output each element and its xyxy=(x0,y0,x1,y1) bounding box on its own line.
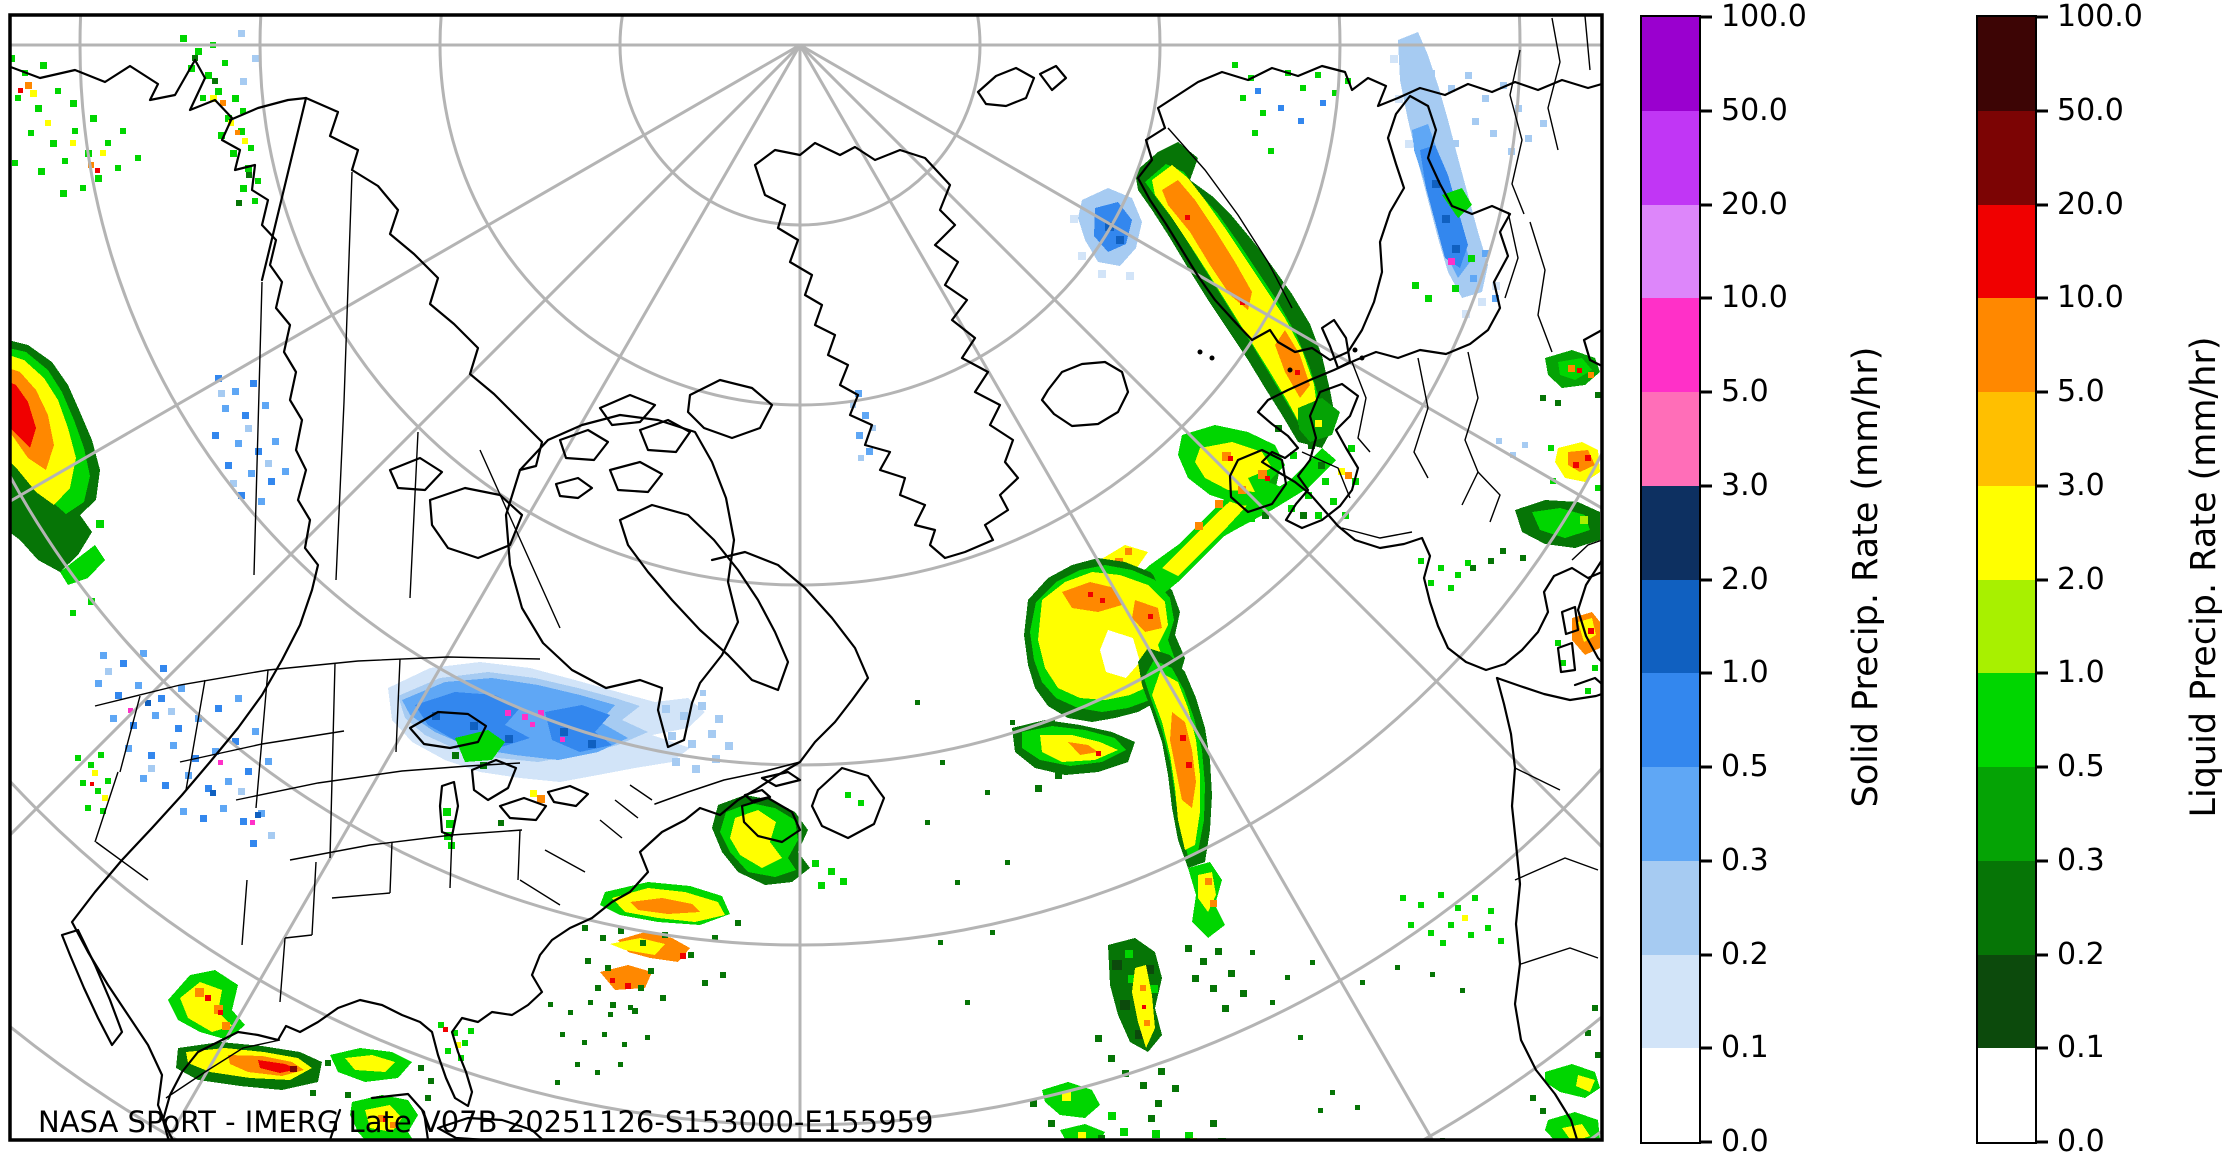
solid-colorbar-segment xyxy=(1642,579,1699,674)
solid-colorbar-tick xyxy=(1699,859,1712,863)
liquid-colorbar-tick-label: 0.3 xyxy=(2057,842,2105,878)
solid-colorbar-tick-label: 0.3 xyxy=(1721,842,1769,878)
solid-colorbar-segment xyxy=(1642,298,1699,392)
liquid-colorbar-tick xyxy=(2035,671,2048,675)
liquid-colorbar-tick xyxy=(2035,953,2048,956)
liquid-colorbar-segment xyxy=(1978,110,2035,205)
solid-colorbar-tick-label: 0.0 xyxy=(1721,1124,1769,1159)
solid-colorbar-tick xyxy=(1699,109,1712,113)
map-border xyxy=(8,13,1604,1142)
solid-colorbar-segment xyxy=(1642,204,1699,299)
liquid-colorbar-tick-label: 50.0 xyxy=(2057,92,2124,128)
solid-colorbar-segment xyxy=(1642,860,1699,955)
liquid-colorbar-tick-label: 0.1 xyxy=(2057,1030,2105,1066)
liquid-colorbar-tick-label: 0.5 xyxy=(2057,749,2105,784)
solid-colorbar-segment xyxy=(1642,767,1699,861)
liquid-colorbar-tick xyxy=(2035,578,2048,581)
liquid-colorbar-tick xyxy=(2035,484,2048,488)
solid-colorbar-segment xyxy=(1642,1048,1699,1142)
liquid-colorbar-tick xyxy=(2035,296,2048,300)
solid-colorbar-tick-label: 2.0 xyxy=(1721,561,1769,597)
solid-colorbar-tick-label: 1.0 xyxy=(1721,655,1769,691)
solid-colorbar-tick xyxy=(1699,1140,1712,1144)
solid-colorbar-tick xyxy=(1699,296,1712,300)
solid-colorbar-segment xyxy=(1642,954,1699,1049)
liquid-colorbar-tick xyxy=(2035,390,2048,394)
solid-colorbar-tick-label: 0.2 xyxy=(1721,936,1769,972)
liquid-colorbar-tick-label: 0.0 xyxy=(2057,1124,2105,1159)
liquid-colorbar-segment xyxy=(1978,579,2035,674)
liquid-colorbar-segment xyxy=(1978,1048,2035,1142)
solid-colorbar-segment xyxy=(1642,392,1699,486)
liquid-colorbar-segment xyxy=(1978,485,2035,580)
liquid-colorbar-segment xyxy=(1978,767,2035,861)
solid-colorbar-tick-label: 20.0 xyxy=(1721,186,1788,222)
liquid-colorbar-tick-label: 1.0 xyxy=(2057,655,2105,691)
liquid-colorbar-tick-label: 20.0 xyxy=(2057,186,2124,222)
solid-colorbar-tick-label: 3.0 xyxy=(1721,467,1769,503)
political-borders xyxy=(94,16,1601,1099)
liquid-colorbar-tick xyxy=(2035,1140,2048,1144)
product-annotation: NASA SPoRT - IMERG Late V07B 20251126-S1… xyxy=(38,1105,933,1139)
solid-colorbar-tick xyxy=(1699,1046,1712,1050)
liquid-colorbar-tick xyxy=(2035,203,2048,206)
solid-colorbar-tick-label: 50.0 xyxy=(1721,92,1788,128)
solid-colorbar-tick-label: 10.0 xyxy=(1721,280,1788,316)
liquid-colorbar-segment xyxy=(1978,673,2035,767)
solid-colorbar-tick-label: 0.5 xyxy=(1721,749,1769,784)
liquid-colorbar-title: Liquid Precip. Rate (mm/hr) xyxy=(2184,336,2224,818)
solid-colorbar-tick xyxy=(1699,484,1712,488)
liquid-colorbar-tick-label: 3.0 xyxy=(2057,467,2105,503)
liquid-colorbar-segment xyxy=(1978,204,2035,299)
liquid-colorbar-segment xyxy=(1978,17,2035,111)
liquid-colorbar-tick-label: 2.0 xyxy=(2057,561,2105,597)
liquid-colorbar-tick xyxy=(2035,859,2048,863)
solid-colorbar-segment xyxy=(1642,673,1699,767)
liquid-precip-colorbar: 100.0 50.0 20.0 10.0 5.0 3.0 2.0 1.0 0.5 0.3 0.2 0.… xyxy=(1976,2,2143,1157)
graticule xyxy=(11,16,1601,1139)
solid-colorbar-segment xyxy=(1642,485,1699,580)
liquid-colorbar-tick-label: 100.0 xyxy=(2057,0,2143,34)
solid-colorbar-tick-label: 0.1 xyxy=(1721,1030,1769,1066)
solid-colorbar-title: Solid Precip. Rate (mm/hr) xyxy=(1846,346,1886,808)
solid-colorbar-segment xyxy=(1642,17,1699,111)
solid-colorbar-tick xyxy=(1699,671,1712,675)
liquid-colorbar-tick xyxy=(2035,765,2048,769)
liquid-colorbar-tick xyxy=(2035,15,2048,19)
solid-colorbar-tick-label: 100.0 xyxy=(1721,0,1807,34)
liquid-colorbar-tick xyxy=(2035,1046,2048,1050)
liquid-colorbar-segment xyxy=(1978,392,2035,486)
solid-colorbar-tick xyxy=(1699,203,1712,206)
map-canvas: NASA SPoRT - IMERG Late V07B 20251126-S1… xyxy=(8,13,1604,1142)
solid-colorbar-tick xyxy=(1699,953,1712,956)
liquid-colorbar-tick-label: 5.0 xyxy=(2057,374,2105,409)
solid-colorbar-segment xyxy=(1642,110,1699,205)
liquid-colorbar-segment xyxy=(1978,298,2035,392)
solid-colorbar-tick xyxy=(1699,15,1712,19)
liquid-colorbar-segment xyxy=(1978,954,2035,1049)
liquid-colorbar-segment xyxy=(1978,860,2035,955)
solid-colorbar-tick xyxy=(1699,765,1712,769)
solid-colorbar-tick xyxy=(1699,390,1712,394)
solid-precip-colorbar: 100.0 50.0 20.0 10.0 5.0 3.0 2.0 1.0 0.5 0.3 0.2 0.… xyxy=(1640,2,1807,1157)
liquid-colorbar-tick xyxy=(2035,109,2048,113)
precipitation-layer xyxy=(11,30,1601,1139)
liquid-colorbar-tick-label: 10.0 xyxy=(2057,280,2124,316)
map-background xyxy=(10,15,1602,1140)
liquid-colorbar-tick-label: 0.2 xyxy=(2057,936,2105,972)
solid-colorbar-tick xyxy=(1699,578,1712,581)
solid-colorbar-tick-label: 5.0 xyxy=(1721,374,1769,409)
